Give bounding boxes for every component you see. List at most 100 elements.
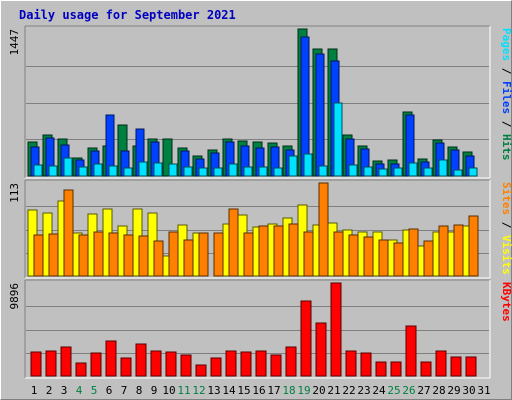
bar-sites bbox=[333, 231, 344, 277]
legend-label: Sites / Visits bbox=[500, 182, 512, 275]
bar-sites bbox=[453, 224, 464, 277]
bar-pages bbox=[423, 167, 433, 177]
x-tick-label: 7 bbox=[121, 384, 128, 397]
x-tick-label: 9 bbox=[151, 384, 158, 397]
bar-kbytes bbox=[105, 340, 117, 377]
x-tick-label: 19 bbox=[297, 384, 310, 397]
bar-pages bbox=[288, 155, 298, 177]
bar-pages bbox=[213, 167, 223, 177]
bar-pages bbox=[438, 159, 448, 177]
x-tick-label: 29 bbox=[447, 384, 460, 397]
legend-entry: / bbox=[500, 61, 512, 81]
bar-sites bbox=[198, 232, 209, 277]
bar-pages bbox=[228, 163, 238, 177]
bar-kbytes bbox=[420, 361, 432, 377]
bar-sites bbox=[363, 236, 374, 277]
bar-files bbox=[315, 53, 325, 177]
bar-sites bbox=[138, 235, 149, 277]
bar-pages bbox=[318, 165, 328, 177]
bar-kbytes bbox=[90, 352, 102, 377]
bar-pages bbox=[168, 163, 178, 177]
x-tick-label: 3 bbox=[61, 384, 68, 397]
bar-pages bbox=[48, 165, 58, 177]
bar-kbytes bbox=[30, 351, 42, 377]
bar-kbytes bbox=[465, 356, 477, 377]
x-tick-label: 14 bbox=[222, 384, 236, 397]
bar-pages bbox=[108, 165, 118, 177]
x-tick-label: 15 bbox=[237, 384, 250, 397]
bar-kbytes bbox=[165, 351, 177, 377]
x-tick-label: 25 bbox=[387, 384, 400, 397]
bar-kbytes bbox=[135, 343, 147, 377]
bar-pages bbox=[33, 164, 43, 177]
bar-kbytes bbox=[405, 325, 417, 377]
bar-sites bbox=[108, 232, 119, 277]
bar-sites bbox=[318, 182, 329, 277]
bar-pages bbox=[183, 166, 193, 177]
bar-kbytes bbox=[255, 350, 267, 377]
bar-sites bbox=[78, 234, 89, 277]
bar-sites bbox=[303, 231, 314, 277]
x-tick-label: 10 bbox=[162, 384, 175, 397]
bar-pages bbox=[243, 166, 253, 177]
bar-kbytes bbox=[390, 361, 402, 377]
x-tick-label: 31 bbox=[477, 384, 490, 397]
bar-kbytes bbox=[435, 350, 447, 377]
x-tick-label: 23 bbox=[357, 384, 370, 397]
bar-pages bbox=[348, 164, 358, 177]
bar-sites bbox=[408, 228, 419, 277]
bar-kbytes bbox=[270, 354, 282, 377]
x-tick-label: 24 bbox=[372, 384, 386, 397]
bar-pages bbox=[198, 167, 208, 177]
bar-sites bbox=[438, 225, 449, 277]
x-tick-label: 18 bbox=[282, 384, 295, 397]
legend-entry: Files bbox=[500, 81, 512, 114]
bar-sites bbox=[183, 239, 194, 277]
x-tick-label: 20 bbox=[312, 384, 325, 397]
bar-pages bbox=[378, 168, 388, 177]
bar-kbytes bbox=[360, 352, 372, 377]
bar-kbytes bbox=[75, 362, 87, 377]
legend-entry: Hits bbox=[500, 134, 512, 161]
bar-kbytes bbox=[60, 346, 72, 377]
bar-sites bbox=[243, 232, 254, 277]
bar-kbytes bbox=[45, 350, 57, 377]
bar-kbytes bbox=[315, 322, 327, 377]
legend-entry: / bbox=[500, 215, 512, 235]
x-tick-label: 17 bbox=[267, 384, 280, 397]
bar-kbytes bbox=[345, 350, 357, 377]
chart-title: Daily usage for September 2021 bbox=[19, 8, 236, 22]
legend-label: Pages / Files / Hits bbox=[500, 28, 512, 161]
bar-pages bbox=[93, 163, 103, 177]
bar-pages bbox=[468, 167, 478, 177]
bar-sites bbox=[273, 225, 284, 277]
bar-kbytes bbox=[180, 354, 192, 377]
bar-pages bbox=[363, 166, 373, 177]
x-tick-label: 6 bbox=[106, 384, 113, 397]
x-tick-label: 13 bbox=[207, 384, 220, 397]
x-tick-label: 2 bbox=[46, 384, 53, 397]
bar-kbytes bbox=[300, 300, 312, 377]
bar-pages bbox=[453, 169, 463, 177]
x-tick-label: 22 bbox=[342, 384, 355, 397]
bar-pages bbox=[258, 166, 268, 177]
bar-sites bbox=[348, 234, 359, 277]
bar-pages bbox=[393, 167, 403, 177]
bar-sites bbox=[378, 239, 389, 277]
bar-sites bbox=[48, 233, 59, 277]
bar-pages bbox=[123, 167, 133, 177]
x-tick-label: 28 bbox=[432, 384, 445, 397]
bar-sites bbox=[288, 223, 299, 277]
bar-sites bbox=[423, 240, 434, 277]
bar-sites bbox=[213, 232, 224, 277]
bar-kbytes bbox=[330, 282, 342, 377]
bar-pages bbox=[303, 153, 313, 177]
bar-pages bbox=[333, 102, 343, 177]
y-max-label: 1447 bbox=[8, 29, 21, 56]
x-tick-label: 8 bbox=[136, 384, 143, 397]
legend-entry: KBytes bbox=[500, 282, 512, 322]
x-tick-label: 21 bbox=[327, 384, 340, 397]
bar-sites bbox=[123, 234, 134, 277]
bar-pages bbox=[153, 162, 163, 177]
